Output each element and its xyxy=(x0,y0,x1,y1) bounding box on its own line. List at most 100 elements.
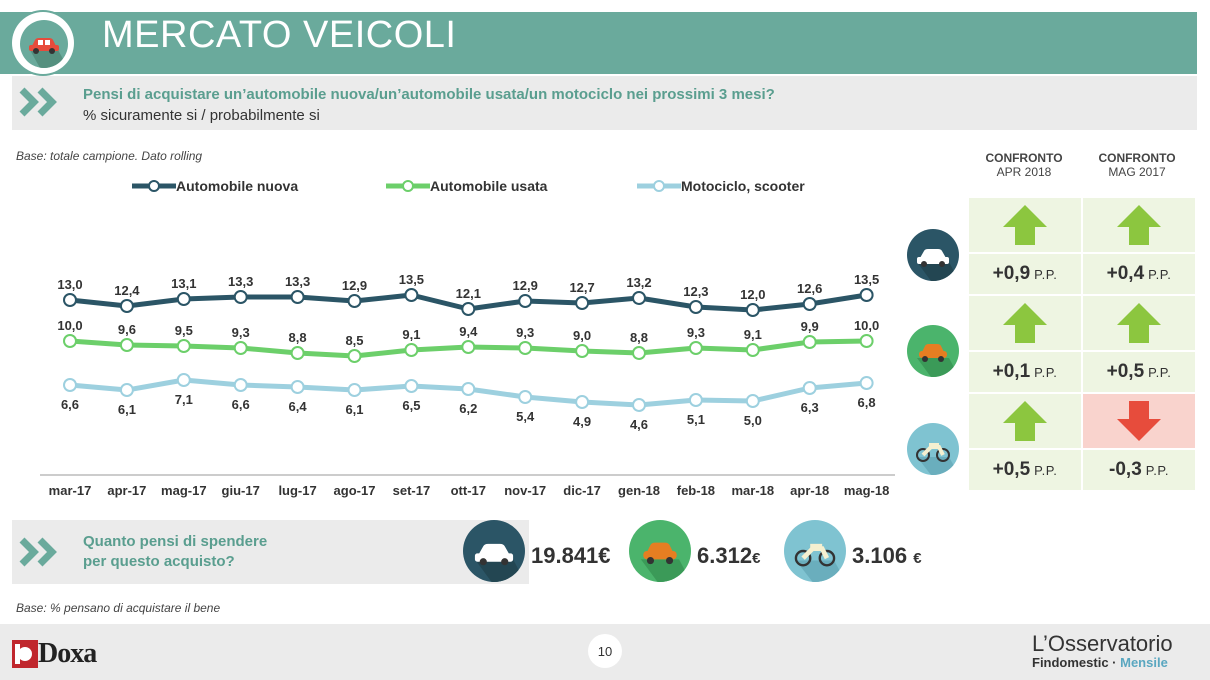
data-point xyxy=(859,334,874,348)
data-label: 12,4 xyxy=(114,283,140,298)
x-tick-label: feb-18 xyxy=(677,483,715,498)
data-point xyxy=(290,346,305,360)
x-tick-label: mag-17 xyxy=(161,483,207,498)
data-label: 6,1 xyxy=(118,402,136,417)
data-label: 5,4 xyxy=(516,409,535,424)
brand-title: L’Osservatorio xyxy=(1032,631,1173,656)
data-point xyxy=(119,338,134,352)
data-label: 13,5 xyxy=(854,272,879,287)
data-point xyxy=(119,299,134,313)
chevrons-icon xyxy=(18,86,64,123)
data-point xyxy=(461,382,476,396)
data-point xyxy=(63,378,77,392)
comparison-header-mag-sub: MAG 2017 xyxy=(1108,165,1166,179)
comparison-header-apr-title: CONFRONTO xyxy=(985,151,1063,165)
data-label: 9,4 xyxy=(459,324,478,339)
data-point xyxy=(404,379,419,393)
car-new-icon xyxy=(463,520,525,582)
data-point xyxy=(859,288,874,302)
data-point xyxy=(63,293,77,307)
data-point xyxy=(233,341,248,355)
data-point xyxy=(632,291,646,305)
data-point xyxy=(802,381,817,395)
comparison-value-cell: +0,4 P.P. xyxy=(1083,254,1195,294)
data-label: 9,9 xyxy=(801,319,819,334)
data-label: 7,1 xyxy=(175,392,193,407)
spend-question-line1: Quanto pensi di spendere xyxy=(83,533,268,550)
spend-currency-moto: € xyxy=(913,550,922,567)
data-label: 4,9 xyxy=(573,414,591,429)
motorcycle-icon xyxy=(907,423,959,475)
data-label: 12,3 xyxy=(683,284,708,299)
data-label: 6,3 xyxy=(801,400,819,415)
comparison-unit: P.P. xyxy=(1034,267,1058,282)
data-label: 13,0 xyxy=(57,277,82,292)
base-note: Base: totale campione. Dato rolling xyxy=(16,149,203,163)
x-tick-label: apr-18 xyxy=(790,483,829,498)
data-point xyxy=(632,346,646,360)
data-point xyxy=(859,376,874,390)
comparison-value: +0,1 P.P. xyxy=(992,361,1058,382)
data-point xyxy=(688,300,703,314)
question-bar xyxy=(12,76,1197,130)
spend-price-used: 6.312€ xyxy=(697,543,760,569)
data-point xyxy=(233,378,248,392)
chevrons-icon xyxy=(18,536,64,573)
comparison-value: +0,4 P.P. xyxy=(1106,263,1172,284)
data-label: 9,5 xyxy=(175,323,193,338)
arrow-up-icon xyxy=(969,296,1081,350)
page-title: MERCATO VEICOLI xyxy=(102,14,457,56)
data-point xyxy=(176,373,191,387)
comparison-header-apr-sub: APR 2018 xyxy=(996,165,1052,179)
data-label: 6,5 xyxy=(402,398,420,413)
data-point xyxy=(518,341,533,355)
spend-amount-used: 6.312 xyxy=(697,543,753,568)
x-tick-label: lug-17 xyxy=(278,483,316,498)
data-point xyxy=(745,394,760,408)
x-tick-label: mar-18 xyxy=(731,483,774,498)
data-point xyxy=(575,395,590,409)
data-label: 8,8 xyxy=(630,330,648,345)
title-banner xyxy=(0,12,1197,74)
doxa-logo-icon xyxy=(12,640,38,673)
legend-item-moto: Motociclo, scooter xyxy=(637,178,805,194)
comparison-unit: P.P. xyxy=(1034,463,1058,478)
x-tick-label: mar-17 xyxy=(49,483,92,498)
car-icon xyxy=(20,20,68,68)
arrow-up-icon xyxy=(1083,296,1195,350)
comparison-value: +0,9 P.P. xyxy=(992,263,1058,284)
brand-subtitle-b: Mensile xyxy=(1120,655,1168,670)
data-label: 13,3 xyxy=(228,274,253,289)
x-tick-label: mag-18 xyxy=(844,483,890,498)
comparison-unit: P.P. xyxy=(1034,365,1058,380)
data-label: 9,0 xyxy=(573,328,591,343)
doxa-brand: Doxa xyxy=(38,638,97,669)
spend-currency-new: € xyxy=(598,543,611,568)
spend-bar xyxy=(12,520,529,584)
data-label: 9,1 xyxy=(402,327,420,342)
data-point xyxy=(176,292,191,306)
data-point xyxy=(404,288,419,302)
data-point xyxy=(347,349,362,363)
legend-item-used: Automobile usata xyxy=(386,178,547,194)
data-label: 13,5 xyxy=(399,272,424,287)
data-label: 5,1 xyxy=(687,412,705,427)
data-point xyxy=(518,294,533,308)
line-chart: mar-17 apr-17 mag-17 giu-17 lug-17 ago-17 set-… xyxy=(40,272,895,498)
data-label: 6,4 xyxy=(289,399,308,414)
comparison-unit: P.P. xyxy=(1145,463,1169,478)
x-tick-label: giu-17 xyxy=(222,483,260,498)
data-point xyxy=(119,383,134,397)
arrow-up-icon xyxy=(1083,198,1195,252)
data-label: 6,2 xyxy=(459,401,477,416)
data-point xyxy=(233,290,248,304)
data-point xyxy=(404,343,419,357)
data-point xyxy=(347,383,362,397)
data-label: 6,6 xyxy=(232,397,250,412)
data-label: 12,9 xyxy=(513,278,538,293)
data-point xyxy=(461,340,476,354)
data-label: 9,3 xyxy=(687,325,705,340)
data-label: 9,3 xyxy=(232,325,250,340)
spend-price-new: 19.841€ xyxy=(531,543,611,569)
data-label: 12,0 xyxy=(740,287,765,302)
